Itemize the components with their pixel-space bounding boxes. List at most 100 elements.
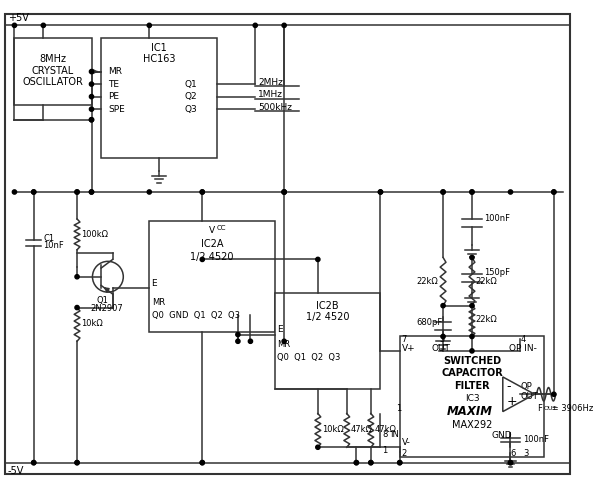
Circle shape [32,190,36,194]
Circle shape [90,107,94,111]
Text: OP: OP [520,382,532,391]
Text: CAPACITOR: CAPACITOR [441,368,503,378]
Text: 1MHz: 1MHz [258,90,283,99]
Circle shape [398,461,402,465]
Text: 150pF: 150pF [485,268,510,277]
Circle shape [441,190,445,194]
FancyBboxPatch shape [101,38,217,158]
Text: -5V: -5V [8,466,24,475]
Circle shape [90,82,94,86]
Text: OSCILLATOR: OSCILLATOR [23,77,84,87]
Text: 8MHz: 8MHz [39,54,66,64]
Text: E: E [151,279,157,288]
Circle shape [282,23,287,27]
Circle shape [282,190,287,194]
Text: Q1: Q1 [96,296,108,305]
Circle shape [470,190,474,194]
Circle shape [509,190,513,194]
Text: 100nF: 100nF [485,214,510,224]
Circle shape [316,445,320,449]
Text: = 3906Hz: = 3906Hz [549,404,593,413]
Text: MAXIM: MAXIM [447,405,493,418]
Text: CC: CC [217,224,226,231]
Text: FILTER: FILTER [454,381,490,390]
Text: 2MHz: 2MHz [258,78,283,87]
Circle shape [282,190,287,194]
Circle shape [470,304,474,308]
Text: IC2B: IC2B [316,301,339,311]
Text: 5: 5 [439,335,445,344]
Circle shape [470,349,474,353]
Circle shape [378,190,383,194]
Text: IC2A: IC2A [201,239,223,249]
Circle shape [509,461,513,465]
Circle shape [441,304,445,308]
Text: 7: 7 [402,335,407,344]
Text: Q2: Q2 [185,92,198,101]
Text: CRYSTAL: CRYSTAL [32,65,74,76]
Circle shape [13,23,17,27]
Text: Q0  GND  Q1  Q2  Q3: Q0 GND Q1 Q2 Q3 [152,311,240,320]
Circle shape [90,190,94,194]
Circle shape [32,190,36,194]
Text: 1/2 4520: 1/2 4520 [190,251,233,262]
Text: TE: TE [108,80,119,89]
Text: OP IN-: OP IN- [509,345,537,353]
Text: OUT: OUT [520,392,538,401]
Text: IC3: IC3 [464,394,479,403]
Text: 10kΩ: 10kΩ [322,426,343,434]
Text: MR: MR [108,67,122,76]
Circle shape [90,95,94,99]
Circle shape [236,332,240,337]
Text: OUT: OUT [432,345,450,353]
Text: 47kΩ: 47kΩ [350,426,373,434]
Circle shape [282,339,287,344]
Text: +5V: +5V [8,14,29,23]
FancyBboxPatch shape [14,38,91,105]
Text: 8: 8 [383,430,388,439]
Circle shape [90,118,94,122]
Text: 1: 1 [383,446,387,455]
Circle shape [41,23,45,27]
Text: IN: IN [390,430,399,439]
Circle shape [282,190,287,194]
Text: 100kΩ: 100kΩ [81,230,108,239]
Circle shape [354,461,359,465]
Text: Q1: Q1 [185,80,198,89]
Circle shape [552,190,556,194]
Text: SPE: SPE [108,104,125,114]
Circle shape [441,334,445,339]
Circle shape [75,275,79,279]
FancyBboxPatch shape [149,221,275,332]
Text: 500kHz: 500kHz [258,103,292,112]
Circle shape [441,190,445,194]
Text: 22kΩ: 22kΩ [416,277,438,286]
Circle shape [200,461,204,465]
Text: MR: MR [278,340,291,348]
Circle shape [75,305,79,310]
Circle shape [75,190,79,194]
Text: PE: PE [108,92,119,101]
Text: 2N2907: 2N2907 [91,304,124,313]
Circle shape [147,23,152,27]
Text: 100nF: 100nF [523,435,549,444]
Circle shape [90,118,94,122]
Circle shape [369,461,373,465]
Circle shape [470,334,474,339]
FancyBboxPatch shape [275,293,380,389]
Circle shape [253,23,257,27]
Circle shape [90,190,94,194]
Circle shape [32,461,36,465]
Circle shape [75,461,79,465]
FancyBboxPatch shape [5,14,570,474]
Text: 680pF: 680pF [416,318,442,326]
Text: Q3: Q3 [185,104,198,114]
Circle shape [200,190,204,194]
Circle shape [398,461,402,465]
Circle shape [147,190,152,194]
Circle shape [236,339,240,344]
Circle shape [200,461,204,465]
Text: V: V [209,226,215,235]
Circle shape [200,190,204,194]
Text: C1: C1 [44,234,54,243]
